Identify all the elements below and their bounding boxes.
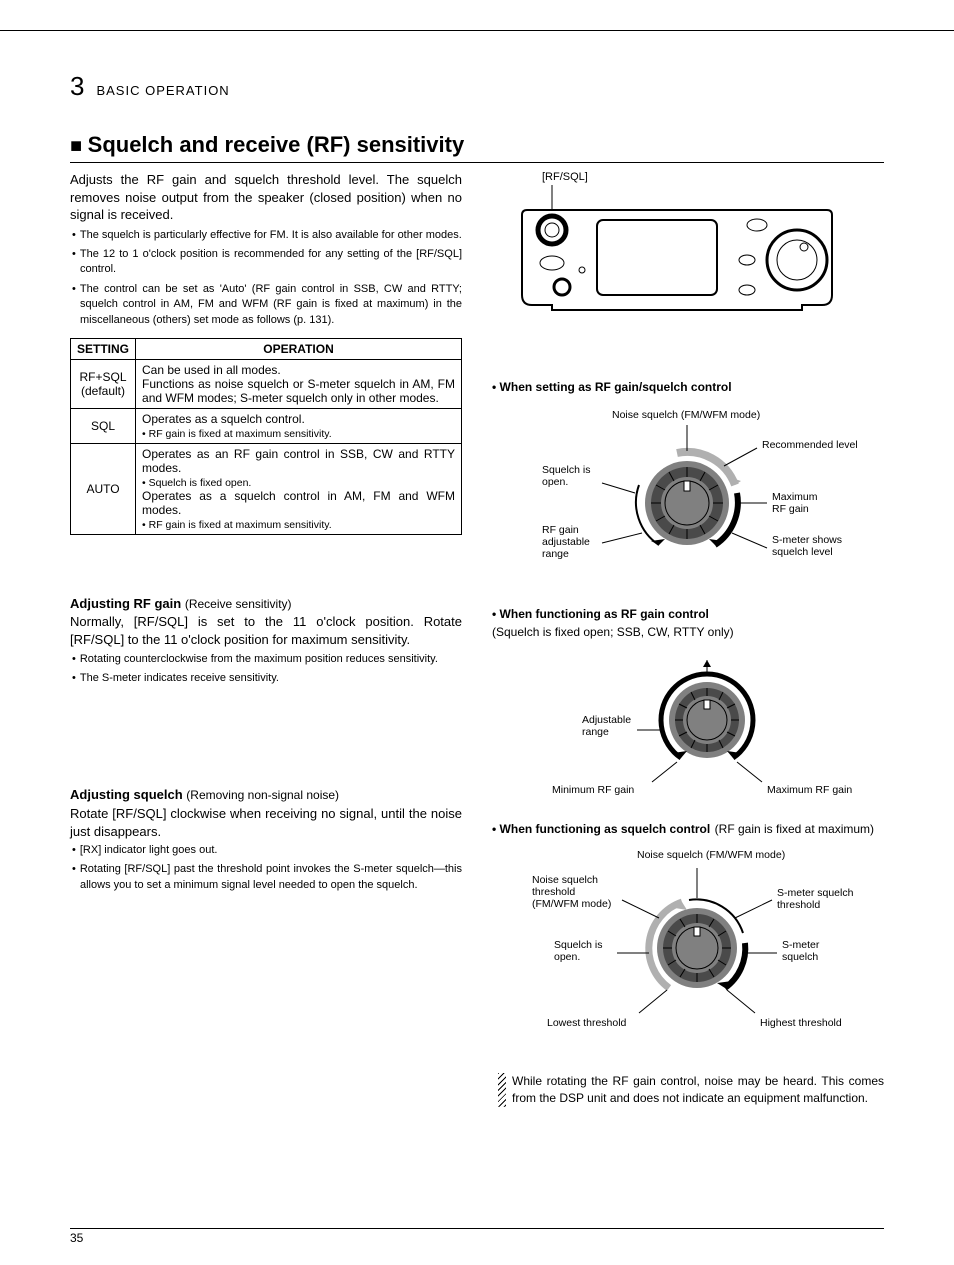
adjusting-rf-gain-section: Adjusting RF gain (Receive sensitivity) … [70, 595, 462, 686]
dial1-sq-open-1: Squelch is [542, 464, 590, 476]
op-line: Operates as an RF gain control in SSB, C… [142, 447, 455, 475]
dial3-smt-1: S-meter squelch [777, 887, 854, 899]
op-line: • Squelch is fixed open. [142, 477, 251, 489]
dial1-recommended: Recommended level [762, 439, 858, 451]
adjusting-squelch-section: Adjusting squelch (Removing non-signal n… [70, 786, 462, 893]
page-number: 35 [70, 1228, 884, 1245]
square-bullet-icon: ■ [70, 135, 88, 157]
subsection-subtitle: (Receive sensitivity) [185, 597, 292, 611]
dial2-svg: Adjustable range Minimum RF gain Maximum… [492, 645, 882, 805]
dial3-sms-2: squelch [782, 951, 818, 963]
dial3-smt-2: threshold [777, 899, 820, 911]
table-header-operation: OPERATION [136, 338, 462, 359]
dial3-subheading: (RF gain is fixed at maximum) [715, 822, 874, 836]
subsection-subtitle: (Removing non-signal noise) [186, 788, 339, 802]
intro-paragraph: Adjusts the RF gain and squelch threshol… [70, 171, 462, 224]
subsection-title: Adjusting squelch [70, 787, 183, 802]
op-line: Operates as a squelch control in AM, FM … [142, 489, 455, 517]
dial3-heading: • When functioning as squelch control [492, 822, 710, 836]
dial1-noise-squelch: Noise squelch (FM/WFM mode) [612, 409, 760, 421]
dial1-rfrange-3: range [542, 548, 569, 560]
chapter-title: BASIC OPERATION [96, 83, 229, 98]
op-note: • RF gain is fixed at maximum sensitivit… [142, 428, 332, 440]
subsection-body: Rotate [RF/SQL] clockwise when receiving… [70, 806, 462, 839]
table-row: RF+SQL (default) Can be used in all mode… [71, 359, 462, 408]
rfsql-label: [RF/SQL] [542, 171, 884, 183]
dial2-adj-1: Adjustable [582, 714, 631, 726]
dial3-nt-1: Noise squelch [532, 874, 598, 886]
dial3-svg: Noise squelch (FM/WFM mode) Noise squelc… [492, 838, 882, 1038]
bullet-item: [RX] indicator light goes out. [70, 843, 462, 858]
bullet-item: Rotating counterclockwise from the maxim… [70, 652, 462, 667]
dial2-max: Maximum RF gain [767, 784, 852, 796]
settings-table: SETTING OPERATION RF+SQL (default) Can b… [70, 338, 462, 535]
setting-cell: AUTO [71, 443, 136, 534]
table-header-setting: SETTING [71, 338, 136, 359]
dial3-nt-3: (FM/WFM mode) [532, 898, 611, 910]
operation-cell: Operates as an RF gain control in SSB, C… [136, 443, 462, 534]
dial1-max-rf-2: RF gain [772, 503, 809, 515]
dial3-so-2: open. [554, 951, 580, 963]
operation-cell: Operates as a squelch control. • RF gain… [136, 408, 462, 443]
dial3-highest: Highest threshold [760, 1017, 842, 1029]
right-column: [RF/SQL] [492, 171, 884, 1107]
intro-bullets: The squelch is particularly effective fo… [70, 228, 462, 328]
dial2-min: Minimum RF gain [552, 784, 634, 796]
dial2-subheading: (Squelch is fixed open; SSB, CW, RTTY on… [492, 625, 884, 639]
dial1-max-rf-1: Maximum [772, 491, 818, 503]
dial1-heading: • When setting as RF gain/squelch contro… [492, 380, 884, 394]
dial1-smeter-1: S-meter shows [772, 534, 842, 546]
dial1-rfrange-1: RF gain [542, 524, 579, 536]
bullet-item: The control can be set as 'Auto' (RF gai… [70, 282, 462, 328]
dial2-heading: • When functioning as RF gain control [492, 607, 884, 621]
radio-diagram: [RF/SQL] [492, 171, 884, 320]
dial1-svg: Noise squelch (FM/WFM mode) Recommended … [492, 398, 882, 588]
dial3-nt-2: threshold [532, 886, 575, 898]
op-line: • RF gain is fixed at maximum sensitivit… [142, 519, 332, 531]
bullet-item: The 12 to 1 o'clock position is recommen… [70, 247, 462, 278]
section-title: ■ Squelch and receive (RF) sensitivity [70, 132, 884, 163]
dial3-noise-mode: Noise squelch (FM/WFM mode) [637, 849, 785, 861]
dial3-lowest: Lowest threshold [547, 1017, 627, 1029]
chapter-number: 3 [70, 71, 84, 102]
subsection-title: Adjusting RF gain [70, 596, 181, 611]
dial1-sq-open-2: open. [542, 476, 568, 488]
dial3-sms-1: S-meter [782, 939, 820, 951]
operation-cell: Can be used in all modes. Functions as n… [136, 359, 462, 408]
table-row: SQL Operates as a squelch control. • RF … [71, 408, 462, 443]
bullet-item: The squelch is particularly effective fo… [70, 228, 462, 243]
setting-cell: SQL [71, 408, 136, 443]
left-column: Adjusts the RF gain and squelch threshol… [70, 171, 462, 1107]
dial3-so-1: Squelch is [554, 939, 602, 951]
table-row: AUTO Operates as an RF gain control in S… [71, 443, 462, 534]
page-header: 3 BASIC OPERATION [70, 71, 884, 102]
subsection-body: Normally, [RF/SQL] is set to the 11 o'cl… [70, 614, 462, 647]
dial2-adj-2: range [582, 726, 609, 738]
op-text: Operates as a squelch control. [142, 412, 305, 426]
dsp-note: While rotating the RF gain control, nois… [492, 1073, 884, 1107]
radio-front-panel-svg [492, 185, 862, 315]
bullet-item: The S-meter indicates receive sensitivit… [70, 671, 462, 686]
setting-cell: RF+SQL (default) [71, 359, 136, 408]
bullet-item: Rotating [RF/SQL] past the threshold poi… [70, 862, 462, 893]
section-title-text: Squelch and receive (RF) sensitivity [88, 132, 465, 157]
dial1-smeter-2: squelch level [772, 546, 833, 558]
dial1-rfrange-2: adjustable [542, 536, 590, 548]
